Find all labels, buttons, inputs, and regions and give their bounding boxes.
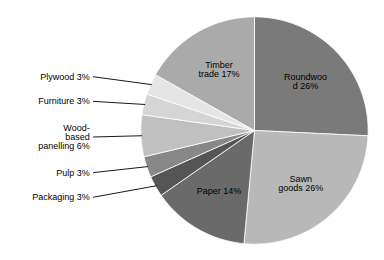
svg-text:Wood-basedpanelling 6%: Wood-basedpanelling 6% xyxy=(38,123,90,151)
svg-text:Paper 14%: Paper 14% xyxy=(197,186,242,196)
svg-text:Timbertrade 17%: Timbertrade 17% xyxy=(198,60,239,79)
svg-text:Packaging 3%: Packaging 3% xyxy=(32,192,90,202)
svg-text:Furniture 3%: Furniture 3% xyxy=(38,96,90,106)
svg-text:Plywood 3%: Plywood 3% xyxy=(40,72,90,82)
svg-text:Roundwood 26%: Roundwood 26% xyxy=(284,72,327,91)
svg-text:Pulp 3%: Pulp 3% xyxy=(56,168,90,178)
svg-text:Sawngoods 26%: Sawngoods 26% xyxy=(278,174,323,193)
